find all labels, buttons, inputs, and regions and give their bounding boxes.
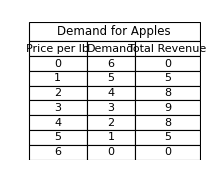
Text: 0: 0	[107, 147, 114, 157]
Bar	[29, 56, 87, 71]
Text: Price per lb: Price per lb	[26, 44, 89, 54]
Bar	[87, 56, 135, 71]
Bar	[87, 130, 135, 145]
Text: 5: 5	[107, 73, 114, 83]
Text: 1: 1	[54, 73, 61, 83]
Bar	[135, 100, 200, 115]
Bar	[29, 22, 200, 41]
Bar	[135, 145, 200, 159]
Text: 5: 5	[164, 132, 171, 142]
Text: 8: 8	[164, 88, 171, 98]
Text: 3: 3	[54, 103, 61, 113]
Bar	[29, 130, 87, 145]
Text: 5: 5	[164, 73, 171, 83]
Text: 2: 2	[54, 88, 61, 98]
Bar	[29, 115, 87, 130]
Text: 0: 0	[164, 59, 171, 69]
Bar	[135, 130, 200, 145]
Text: 4: 4	[54, 118, 61, 128]
Bar	[135, 115, 200, 130]
Bar	[29, 41, 87, 56]
Bar	[87, 86, 135, 100]
Text: 9: 9	[164, 103, 171, 113]
Text: 1: 1	[107, 132, 114, 142]
Text: Demand for Apples: Demand for Apples	[58, 25, 171, 38]
Text: 6: 6	[107, 59, 114, 69]
Text: 5: 5	[54, 132, 61, 142]
Text: 4: 4	[107, 88, 114, 98]
Bar	[135, 86, 200, 100]
Bar	[29, 100, 87, 115]
Text: 3: 3	[107, 103, 114, 113]
Bar	[87, 71, 135, 86]
Text: Demand: Demand	[87, 44, 134, 54]
Bar	[87, 41, 135, 56]
Bar	[135, 71, 200, 86]
Text: 6: 6	[54, 147, 61, 157]
Text: 2: 2	[107, 118, 114, 128]
Bar	[29, 145, 87, 159]
Text: 8: 8	[164, 118, 171, 128]
Bar	[87, 145, 135, 159]
Text: 0: 0	[164, 147, 171, 157]
Bar	[135, 56, 200, 71]
Bar	[87, 100, 135, 115]
Bar	[87, 115, 135, 130]
Bar	[29, 71, 87, 86]
Bar	[135, 41, 200, 56]
Text: Total Revenue: Total Revenue	[128, 44, 206, 54]
Bar	[29, 86, 87, 100]
Text: 0: 0	[54, 59, 61, 69]
